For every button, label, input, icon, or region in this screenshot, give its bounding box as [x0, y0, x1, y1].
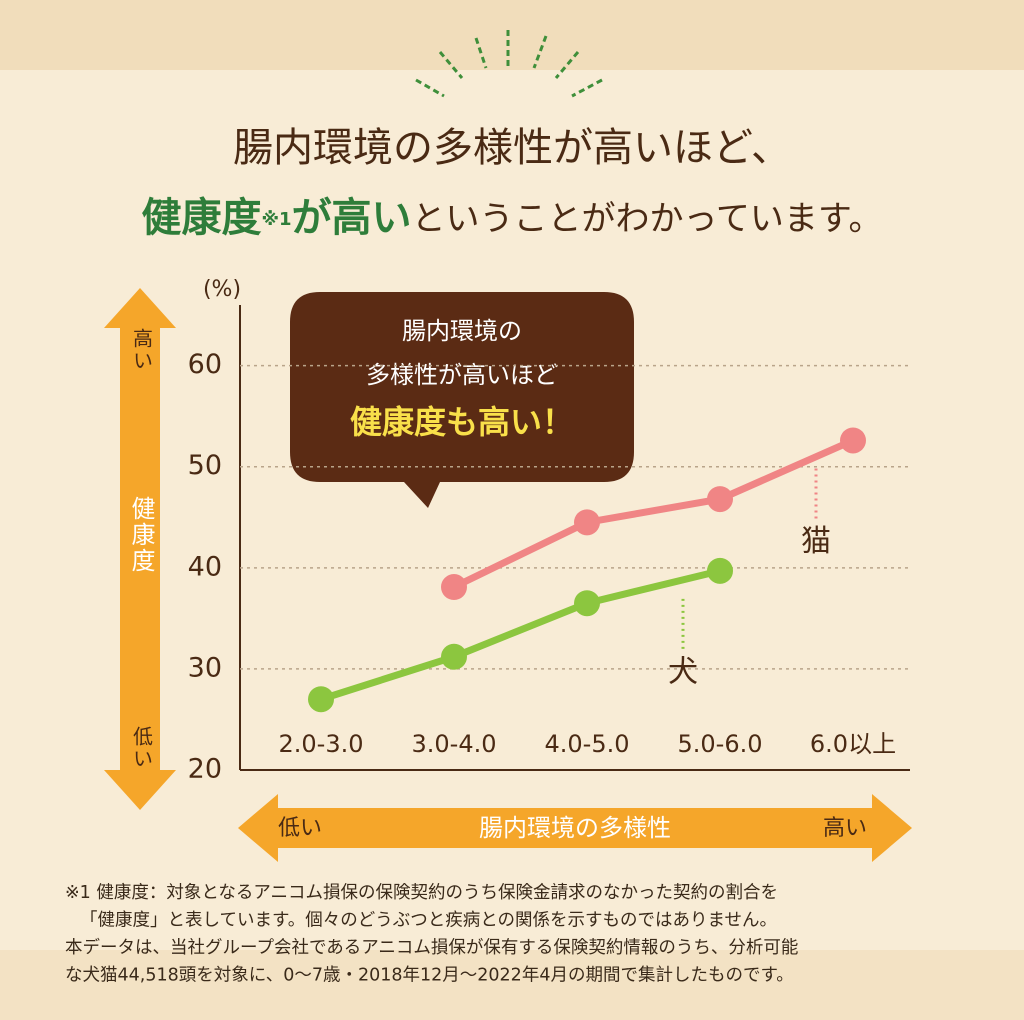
subtitle-part: が高い: [292, 195, 412, 241]
decoration: [415, 30, 603, 98]
y-tick-label: 50: [188, 450, 222, 481]
y-axis-label: 高い: [130, 328, 154, 372]
footnote: 「健康度」と表しています。個々のどうぶつと疾病との関係を示すものではありません。: [80, 911, 777, 931]
y-axis-label: 健康度: [127, 496, 155, 574]
legend-label: 猫: [801, 524, 831, 559]
y-tick-label: 20: [188, 754, 222, 785]
data-point: [574, 590, 600, 617]
series-line: [452, 437, 855, 591]
x-tick-label: 3.0-4.0: [412, 730, 497, 758]
x-axis-label: 高い: [823, 816, 867, 841]
footnote: 本データは、当社グループ会社であるアニコム損保が保有する保険契約情報のうち、分析…: [65, 937, 798, 958]
data-point: [707, 557, 733, 584]
y-tick-label: 60: [188, 349, 222, 380]
y-tick-label: 30: [188, 652, 222, 683]
data-point: [441, 643, 467, 670]
data-point: [308, 686, 334, 713]
footnote: な犬猫44,518頭を対象に、0～7歳・2018年12月～2022年4月の期間で…: [65, 966, 794, 986]
x-axis-label: 腸内環境の多様性: [479, 814, 671, 842]
y-tick-label: 40: [188, 551, 222, 582]
x-tick-label: 4.0-5.0: [545, 730, 630, 758]
x-arrow: [238, 794, 912, 862]
series-line: [319, 567, 721, 703]
subtitle-part: ※1: [262, 209, 292, 230]
background-band: [0, 0, 1024, 70]
x-axis-label: 低い: [278, 816, 322, 841]
callout-text: 多様性が高いほど: [366, 361, 558, 389]
footnote: ※1 健康度：対象となるアニコム損保の保険契約のうち保険金請求のなかった契約の割…: [65, 883, 778, 903]
x-tick-label: 2.0-3.0: [279, 730, 364, 758]
x-tick-label: 5.0-6.0: [678, 730, 763, 758]
subtitle: 健康度※1が高いということがわかっています。: [142, 195, 883, 241]
callout-text: 腸内環境の: [402, 317, 522, 345]
subtitle-part: ということがわかっています。: [412, 199, 883, 239]
data-point: [840, 427, 866, 454]
y-axis-label: 低い: [130, 726, 154, 770]
subtitle-part: 健康度: [142, 195, 262, 241]
callout-bubble: [290, 292, 634, 508]
data-point: [441, 574, 467, 601]
y-arrow: [104, 288, 176, 810]
title: 腸内環境の多様性が高いほど、: [233, 125, 791, 171]
background-band: [0, 950, 1024, 1020]
data-point: [574, 509, 600, 536]
callout-text: 健康度も高い！: [350, 403, 574, 441]
data-point: [707, 486, 733, 513]
legend-label: 犬: [668, 654, 698, 689]
y-unit: (%): [203, 277, 241, 302]
x-tick-label: 6.0以上: [810, 730, 896, 758]
